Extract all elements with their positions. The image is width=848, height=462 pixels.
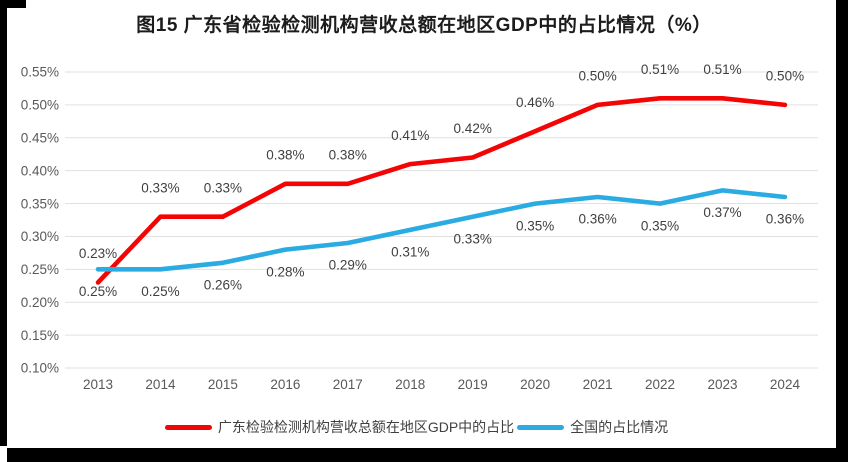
page-edge-right	[836, 0, 848, 462]
data-label-1: 0.37%	[703, 205, 741, 220]
x-tick-label: 2023	[707, 377, 737, 392]
page-edge-top-left	[0, 0, 26, 8]
x-tick-label: 2016	[270, 377, 300, 392]
data-label-1: 0.36%	[766, 212, 804, 227]
x-tick-label: 2020	[520, 377, 550, 392]
data-label-0: 0.50%	[766, 69, 804, 84]
data-label-0: 0.23%	[79, 246, 117, 261]
x-tick-label: 2021	[583, 377, 613, 392]
page-edge-bottom	[7, 448, 848, 462]
data-label-0: 0.38%	[266, 148, 304, 163]
data-label-0: 0.33%	[204, 180, 242, 195]
y-tick-label: 0.30%	[21, 229, 59, 244]
x-tick-label: 2015	[208, 377, 238, 392]
legend-swatch-guangdong-line	[164, 424, 212, 430]
data-label-1: 0.31%	[391, 245, 429, 260]
x-tick-label: 2019	[458, 377, 488, 392]
data-label-1: 0.25%	[141, 284, 179, 299]
data-label-1: 0.33%	[454, 231, 492, 246]
y-tick-label: 0.45%	[21, 130, 59, 145]
data-label-1: 0.28%	[266, 264, 304, 279]
y-tick-label: 0.50%	[21, 98, 59, 113]
legend-label-guangdong: 广东检验检测机构营收总额在地区GDP中的占比	[217, 419, 515, 435]
series-line-1	[95, 188, 788, 272]
legend-label-national: 全国的占比情况	[570, 419, 669, 435]
x-tick-label: 2018	[395, 377, 425, 392]
data-label-1: 0.35%	[516, 218, 554, 233]
data-label-1: 0.35%	[641, 218, 679, 233]
data-label-1: 0.36%	[578, 212, 616, 227]
data-label-0: 0.51%	[703, 62, 741, 77]
y-tick-label: 0.20%	[21, 295, 59, 310]
data-label-0: 0.41%	[391, 128, 429, 143]
data-label-0: 0.33%	[141, 180, 179, 195]
x-tick-label: 2013	[83, 377, 113, 392]
data-label-1: 0.29%	[329, 258, 367, 273]
y-tick-label: 0.40%	[21, 163, 59, 178]
data-label-0: 0.51%	[641, 62, 679, 77]
chart-legend: 广东检验检测机构营收总额在地区GDP中的占比 全国的占比情况	[0, 416, 836, 438]
data-label-0: 0.38%	[329, 148, 367, 163]
data-label-0: 0.46%	[516, 95, 554, 110]
x-tick-label: 2022	[645, 377, 675, 392]
data-label-1: 0.25%	[79, 284, 117, 299]
y-tick-label: 0.55%	[21, 65, 59, 80]
data-label-0: 0.42%	[454, 121, 492, 136]
x-tick-label: 2014	[145, 377, 176, 392]
series-line-0	[95, 96, 788, 285]
data-label-1: 0.26%	[204, 277, 242, 292]
y-tick-label: 0.10%	[21, 361, 59, 376]
y-tick-label: 0.15%	[21, 328, 59, 343]
y-tick-label: 0.25%	[21, 262, 59, 277]
x-tick-label: 2017	[333, 377, 363, 392]
x-tick-label: 2024	[770, 377, 801, 392]
y-tick-label: 0.35%	[21, 196, 59, 211]
chart-title: 图15 广东省检验检测机构营收总额在地区GDP中的占比情况（%）	[136, 15, 712, 36]
data-label-0: 0.50%	[578, 69, 616, 84]
legend-swatch-national-line	[517, 424, 565, 430]
page-edge-left	[0, 0, 7, 446]
